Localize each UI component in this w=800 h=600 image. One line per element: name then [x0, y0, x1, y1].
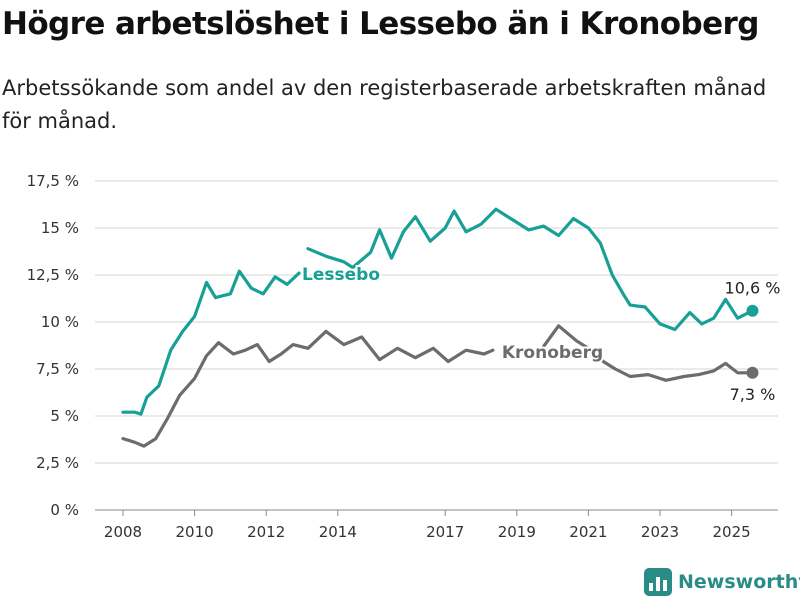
x-tick-label: 2017: [426, 523, 464, 541]
x-tick-label: 2019: [498, 523, 536, 541]
y-tick-label: 17,5 %: [27, 172, 79, 190]
series-line-lessebo: [306, 207, 755, 332]
y-tick-label: 15 %: [41, 219, 79, 237]
series-name-lessebo: Lessebo: [302, 265, 380, 285]
x-tick-label: 2012: [247, 523, 285, 541]
end-label-lessebo: 10,6 %: [725, 279, 781, 298]
gridlines: [95, 180, 778, 511]
series-name-kronoberg: Kronoberg: [502, 343, 603, 363]
y-tick-label: 5 %: [50, 407, 79, 425]
x-tick-label: 2021: [569, 523, 607, 541]
chart-title: Högre arbetslöshet i Lessebo än i Kronob…: [2, 6, 759, 42]
y-axis-ticks: 0 % 2,5 % 5 % 7,5 % 10 % 12,5 % 15 % 17,5 %: [27, 172, 79, 519]
x-tick-label: 2010: [176, 523, 214, 541]
newsworthy-logo[interactable]: Newsworthy: [644, 568, 800, 596]
x-tick-label: 2008: [104, 523, 142, 541]
x-tick-label: 2023: [641, 523, 679, 541]
series-line-kronoberg: [542, 324, 755, 382]
y-tick-label: 2,5 %: [36, 454, 79, 472]
series-line-kronoberg: [121, 329, 495, 448]
x-tick-label: 2025: [713, 523, 751, 541]
y-tick-label: 12,5 %: [27, 266, 79, 284]
newsworthy-icon: [644, 568, 672, 596]
line-chart: 0 % 2,5 % 5 % 7,5 % 10 % 12,5 % 15 % 17,5 % 200…: [27, 172, 781, 541]
end-point-kronoberg: [746, 366, 759, 379]
chart-subtitle: Arbetssökande som andel av den registerb…: [2, 76, 767, 133]
series-line-lessebo: [121, 269, 301, 416]
end-point-lessebo: [746, 304, 759, 317]
x-axis-ticks: 2008 2010 2012 2014 2017 2019 2021 2023 2025: [104, 510, 751, 541]
end-label-kronoberg: 7,3 %: [730, 385, 776, 404]
y-tick-label: 7,5 %: [36, 360, 79, 378]
x-tick-label: 2014: [319, 523, 357, 541]
brand-name: Newsworthy: [678, 571, 800, 593]
series-labels: 10,6 % 7,3 % Lessebo Kronoberg: [300, 263, 781, 404]
y-tick-label: 0 %: [50, 501, 79, 519]
series-lines: [121, 207, 759, 448]
y-tick-label: 10 %: [41, 313, 79, 331]
